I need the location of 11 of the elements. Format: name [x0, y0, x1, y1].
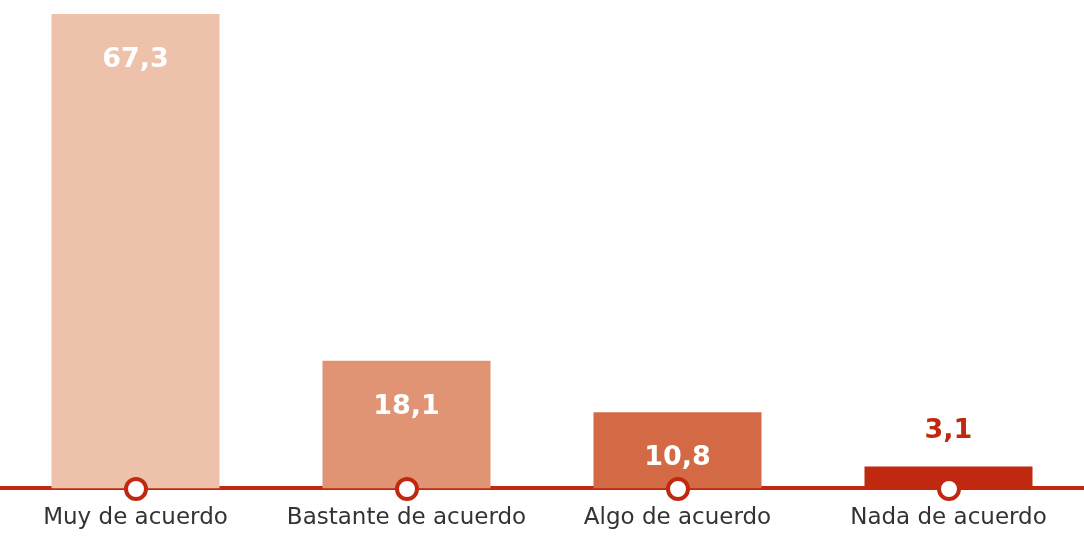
- data-label: 10,8: [644, 440, 711, 472]
- x-tick-label: Nada de acuerdo: [850, 503, 1047, 530]
- x-tick-label: Muy de acuerdo: [43, 503, 228, 530]
- data-label: 67,3: [102, 42, 169, 74]
- data-label: 18,1: [373, 388, 440, 420]
- bar: [593, 412, 762, 489]
- bar: [322, 360, 491, 489]
- bar: [51, 14, 220, 489]
- x-tick-label: Algo de acuerdo: [583, 503, 772, 530]
- x-tick-label: Bastante de acuerdo: [286, 503, 527, 530]
- data-label: 3,1: [924, 412, 973, 444]
